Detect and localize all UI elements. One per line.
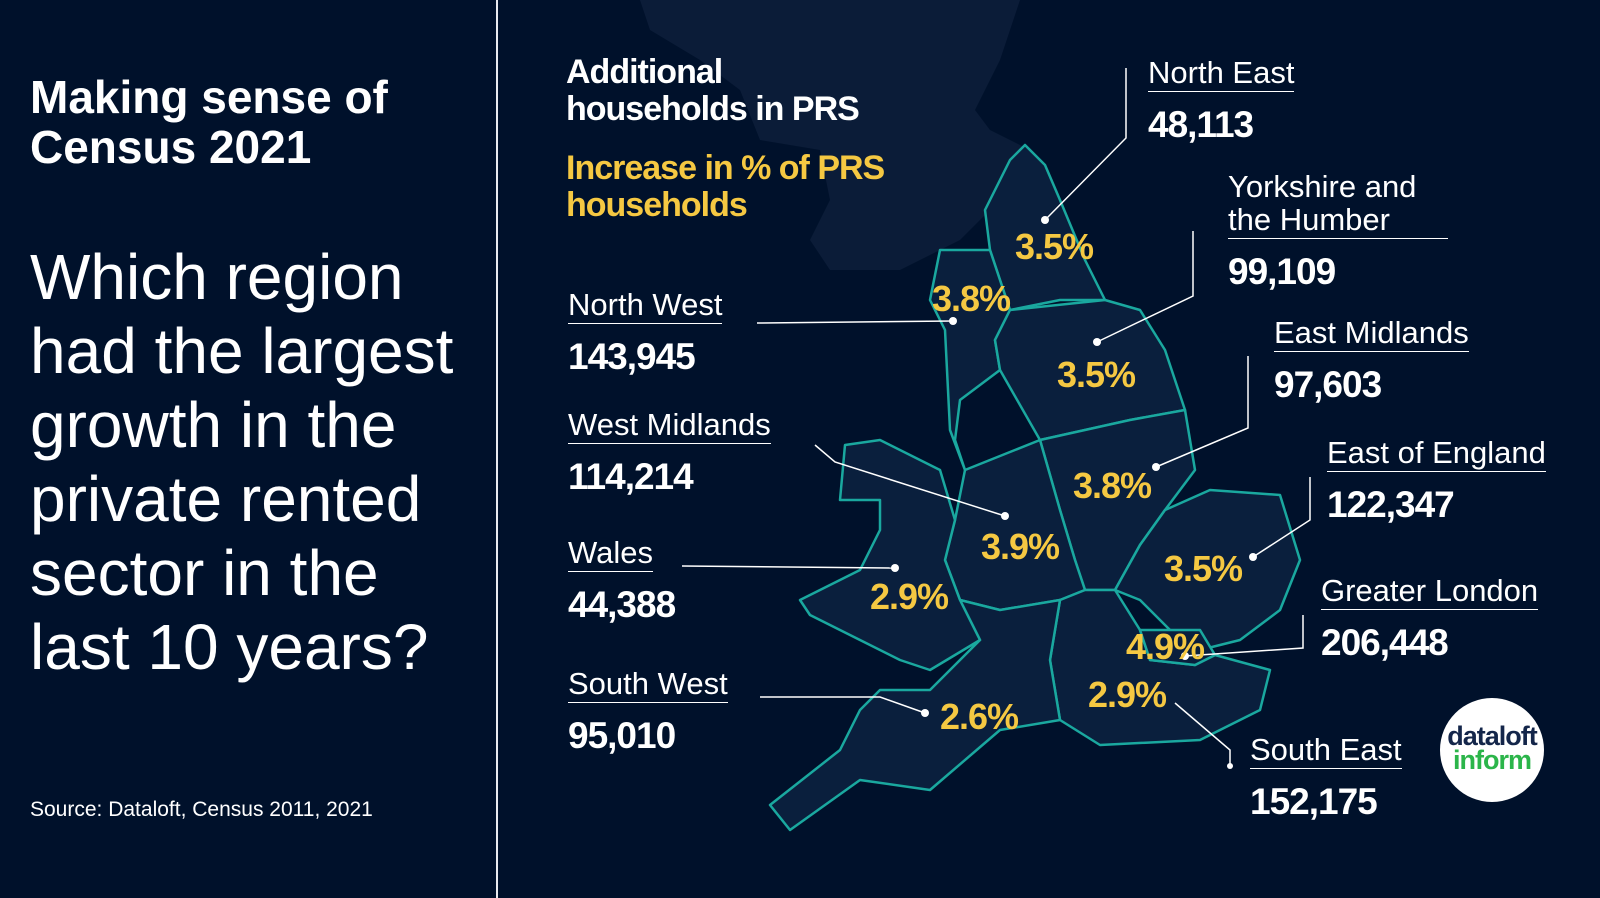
- marker-east-midlands: [1152, 463, 1160, 471]
- region-name: South West: [568, 666, 728, 703]
- marker-london: [1181, 652, 1189, 660]
- label-yorkshire: Yorkshire and the Humber 99,109: [1228, 170, 1448, 293]
- region-name: East of England: [1327, 435, 1546, 472]
- label-south-west: South West 95,010: [568, 667, 728, 757]
- pct-south-west: 2.6%: [940, 696, 1019, 737]
- leader-north-east: [1044, 68, 1127, 221]
- pct-west-midlands: 3.9%: [981, 526, 1060, 567]
- marker-south-east: [1227, 763, 1233, 769]
- label-east-of-england: East of England 122,347: [1327, 436, 1546, 526]
- label-north-west: North West 143,945: [568, 287, 723, 378]
- scotland-shape: [640, 0, 1030, 270]
- pct-south-east: 2.9%: [1088, 674, 1167, 715]
- region-households: 99,109: [1228, 251, 1336, 292]
- logo-line2: inform: [1453, 745, 1532, 775]
- legend-pct-increase: Increase in % of PRS households: [566, 149, 885, 224]
- pct-north-west: 3.8%: [932, 278, 1011, 319]
- region-name: Wales: [568, 535, 653, 572]
- region-east-of-england: [1113, 488, 1302, 652]
- label-east-midlands: East Midlands 97,603: [1274, 316, 1469, 406]
- region-london: [1138, 628, 1217, 667]
- region-south-west: [768, 598, 1062, 832]
- region-name: East Midlands: [1274, 315, 1469, 352]
- source-note: Source: Dataloft, Census 2011, 2021: [30, 798, 373, 821]
- question-heading: Which region had the largest growth in t…: [30, 241, 454, 683]
- label-greater-london: Greater London 206,448: [1321, 573, 1539, 664]
- leader-west-midlands: [814, 444, 1006, 517]
- pct-greater-london: 4.9%: [1126, 626, 1205, 667]
- leader-south-west: [760, 696, 926, 714]
- pct-east-midlands: 3.8%: [1073, 465, 1152, 506]
- label-south-east: South East 152,175: [1250, 733, 1402, 823]
- marker-west-midlands: [1001, 512, 1009, 520]
- region-north-east: [983, 143, 1107, 312]
- region-households: 206,448: [1321, 622, 1449, 663]
- leader-wales: [681, 565, 896, 569]
- marker-east-of-england: [1249, 553, 1257, 561]
- region-name: Greater London: [1321, 573, 1539, 610]
- logo-line1: dataloft: [1447, 721, 1538, 751]
- region-name: West Midlands: [568, 407, 771, 444]
- region-north-west: [928, 248, 1012, 472]
- region-households: 114,214: [568, 456, 694, 497]
- pct-east-of-england: 3.5%: [1164, 548, 1243, 589]
- label-west-midlands: West Midlands 114,214: [568, 408, 771, 498]
- pct-north-east: 3.5%: [1015, 226, 1094, 267]
- leader-yorkshire: [1096, 231, 1194, 343]
- marker-yorkshire: [1093, 338, 1101, 346]
- legend-additional-households: Additional households in PRS: [566, 53, 860, 128]
- region-households: 48,113: [1148, 104, 1254, 145]
- dataloft-inform-logo: dataloft inform: [1440, 698, 1544, 802]
- marker-south-west: [921, 709, 929, 717]
- leader-north-west: [756, 320, 954, 324]
- leader-east-of-england: [1252, 477, 1311, 558]
- region-households: 143,945: [568, 336, 696, 377]
- region-name: Yorkshire and the Humber: [1228, 170, 1448, 239]
- region-name: North East: [1148, 55, 1295, 92]
- marker-wales: [891, 564, 899, 572]
- region-wales: [798, 438, 982, 672]
- label-north-east: North East 48,113: [1148, 55, 1295, 146]
- marker-north-west: [949, 317, 957, 325]
- region-households: 95,010: [568, 715, 676, 756]
- label-wales: Wales 44,388: [568, 535, 676, 626]
- region-households: 44,388: [568, 584, 676, 625]
- region-households: 122,347: [1327, 484, 1455, 525]
- region-name: North West: [568, 287, 723, 324]
- marker-north-east: [1041, 216, 1049, 224]
- region-households: 152,175: [1250, 781, 1378, 822]
- page-title: Making sense of Census 2021: [30, 71, 388, 173]
- leader-east-midlands: [1155, 356, 1249, 468]
- region-name: South East: [1250, 732, 1402, 769]
- pct-wales: 2.9%: [870, 576, 949, 617]
- leader-south-east: [1174, 702, 1231, 766]
- divider: [496, 0, 498, 898]
- leader-london: [1184, 615, 1304, 657]
- region-households: 97,603: [1274, 364, 1382, 405]
- pct-yorkshire: 3.5%: [1057, 354, 1136, 395]
